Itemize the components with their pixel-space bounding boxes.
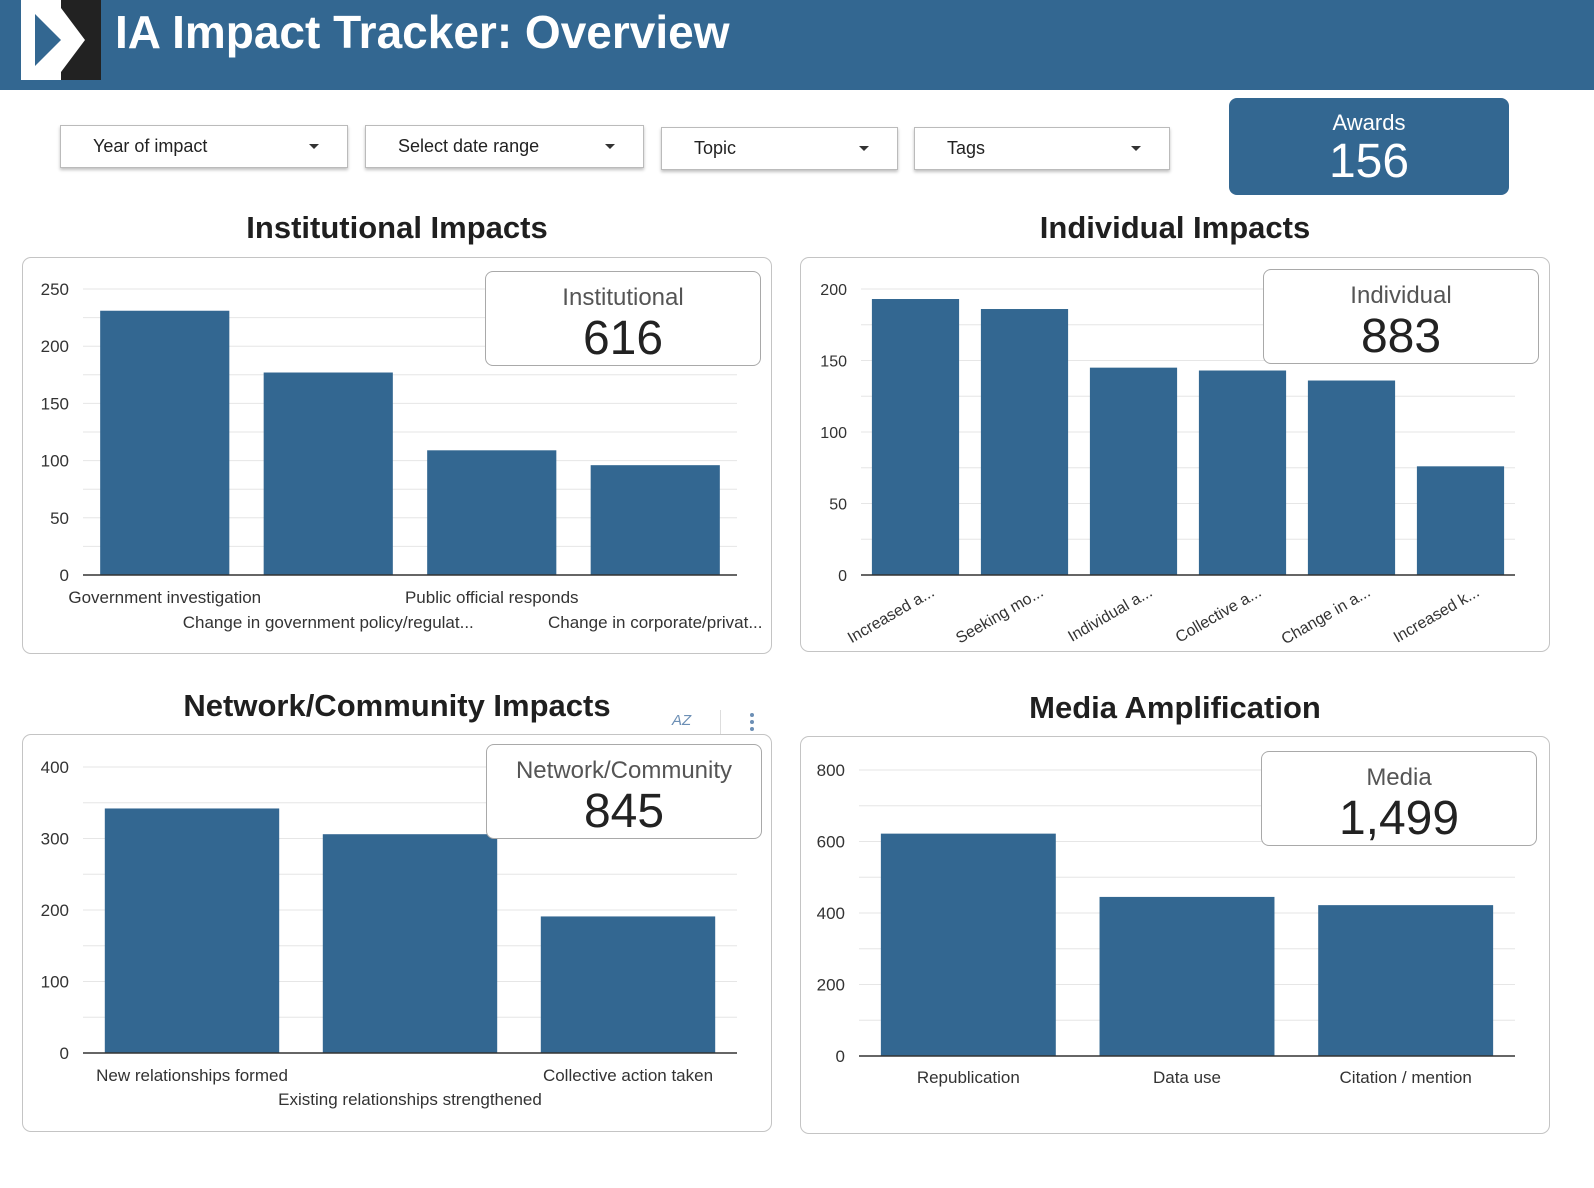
y-tick-label: 150 xyxy=(820,354,847,371)
individual-bar-chart: 0 50 100 150 200 Increased a... Seeking mo... I… xyxy=(820,282,1515,649)
year-of-impact-label: Year of impact xyxy=(93,136,208,156)
media-chart-panel: 0 200 400 600 800 Republication Data use Citati… xyxy=(800,736,1550,1134)
y-tick-label: 400 xyxy=(817,904,845,923)
network-bar-chart: 0 100 200 300 400 New relationships formed Exi… xyxy=(41,758,737,1109)
page-title: IA Impact Tracker: Overview xyxy=(115,6,730,58)
individual-title: Individual Impacts xyxy=(1039,210,1311,245)
y-tick-label: 800 xyxy=(817,761,845,780)
x-tick-label: Individual a... xyxy=(1065,584,1155,646)
x-tick-label: Citation / mention xyxy=(1340,1068,1472,1087)
institutional-scorecard: Institutional 616 xyxy=(485,271,761,366)
y-tick-label: 600 xyxy=(817,833,845,852)
chevron-down-icon xyxy=(309,144,319,149)
header-bar: IA Impact Tracker: Overview xyxy=(0,0,1594,90)
tags-dropdown[interactable]: Tags xyxy=(914,127,1170,170)
x-tick-label: Data use xyxy=(1153,1068,1221,1087)
bar xyxy=(1198,370,1287,575)
y-tick-label: 0 xyxy=(836,1047,845,1066)
bar xyxy=(1307,380,1396,575)
logo xyxy=(21,0,101,80)
y-tick-label: 250 xyxy=(41,280,69,299)
chart-toolbar: AZ xyxy=(672,708,782,738)
date-range-dropdown[interactable]: Select date range xyxy=(365,125,644,168)
individual-chart-panel: 0 50 100 150 200 Increased a... Seeking mo... I… xyxy=(800,257,1550,652)
individual-score-value: 883 xyxy=(1360,310,1442,363)
x-tick-label: Seeking mo... xyxy=(953,584,1046,648)
bar xyxy=(1416,466,1505,575)
bar xyxy=(427,450,557,575)
media-score-label: Media xyxy=(1366,764,1432,791)
x-tick-label: Collective action taken xyxy=(543,1066,713,1085)
x-tick-label: Increased a... xyxy=(845,584,937,647)
media-scorecard: Media 1,499 xyxy=(1261,751,1537,846)
sort-az-icon[interactable]: AZ xyxy=(672,712,692,729)
awards-value: 156 xyxy=(1328,135,1410,188)
y-tick-label: 0 xyxy=(60,1044,69,1063)
awards-label: Awards xyxy=(1332,110,1406,135)
y-tick-label: 150 xyxy=(41,394,69,413)
network-score-label: Network/Community xyxy=(515,757,733,784)
tags-label: Tags xyxy=(947,138,986,158)
bar xyxy=(1318,905,1494,1056)
y-tick-label: 200 xyxy=(41,901,69,920)
bar xyxy=(1089,367,1178,575)
bar xyxy=(590,465,720,575)
x-tick-label: Change in a... xyxy=(1279,584,1374,649)
y-tick-label: 100 xyxy=(820,425,847,442)
institutional-title: Institutional Impacts xyxy=(246,210,548,245)
x-tick-label: New relationships formed xyxy=(96,1066,288,1085)
y-tick-label: 400 xyxy=(41,758,69,777)
bar xyxy=(1099,896,1275,1056)
more-vert-icon[interactable] xyxy=(748,710,756,734)
network-chart-panel: 0 100 200 300 400 New relationships formed Exi… xyxy=(22,734,772,1132)
bar xyxy=(980,309,1069,575)
bar xyxy=(871,299,960,575)
network-title: Network/Community Impacts xyxy=(183,688,611,723)
bar xyxy=(322,834,498,1053)
x-tick-label: Increased k... xyxy=(1391,584,1483,647)
awards-scorecard: Awards 156 xyxy=(1229,98,1509,195)
chevron-down-icon xyxy=(605,144,615,149)
bar xyxy=(880,833,1056,1056)
y-tick-label: 50 xyxy=(50,509,69,528)
x-tick-label: Change in government policy/regulat... xyxy=(183,613,474,632)
y-tick-label: 100 xyxy=(41,452,69,471)
network-score-value: 845 xyxy=(583,785,665,838)
x-tick-label: Existing relationships strengthened xyxy=(278,1090,542,1109)
topic-label: Topic xyxy=(694,138,737,158)
institutional-score-label: Institutional xyxy=(562,284,684,311)
y-tick-label: 100 xyxy=(41,973,69,992)
y-tick-label: 50 xyxy=(829,497,847,514)
media-score-value: 1,499 xyxy=(1338,792,1460,845)
x-tick-label: Change in corporate/privat... xyxy=(548,613,763,632)
y-tick-label: 200 xyxy=(817,976,845,995)
network-scorecard: Network/Community 845 xyxy=(486,744,762,839)
individual-score-label: Individual xyxy=(1350,282,1452,309)
bar xyxy=(104,808,280,1053)
year-of-impact-dropdown[interactable]: Year of impact xyxy=(60,125,348,168)
x-tick-label: Republication xyxy=(917,1068,1020,1087)
x-tick-label: Collective a... xyxy=(1173,584,1265,647)
media-bar-chart: 0 200 400 600 800 Republication Data use Citati… xyxy=(817,761,1515,1087)
y-tick-label: 200 xyxy=(41,337,69,356)
x-tick-label: Government investigation xyxy=(68,588,261,607)
topic-dropdown[interactable]: Topic xyxy=(661,127,898,170)
chevron-down-icon xyxy=(1131,146,1141,151)
y-tick-label: 300 xyxy=(41,830,69,849)
y-tick-label: 0 xyxy=(838,568,847,585)
individual-scorecard: Individual 883 xyxy=(1263,269,1539,364)
y-tick-label: 0 xyxy=(60,566,69,585)
institutional-score-value: 616 xyxy=(582,312,664,365)
chevron-down-icon xyxy=(859,146,869,151)
x-tick-label: Public official responds xyxy=(405,588,579,607)
bar xyxy=(100,310,230,575)
y-tick-label: 200 xyxy=(820,282,847,299)
media-title: Media Amplification xyxy=(1029,690,1321,725)
institutional-chart-panel: 0 50 100 150 200 250 Government investigation C… xyxy=(22,257,772,654)
bar xyxy=(263,372,393,575)
toolbar-divider xyxy=(720,710,721,734)
institutional-bar-chart: 0 50 100 150 200 250 Government investigation C… xyxy=(41,280,763,632)
bar xyxy=(540,916,716,1053)
date-range-label: Select date range xyxy=(398,136,540,156)
